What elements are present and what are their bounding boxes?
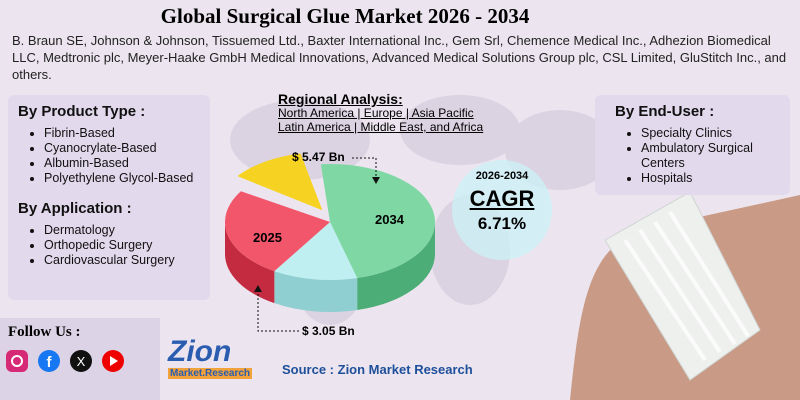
heading: By End-User : xyxy=(615,103,715,120)
wrist xyxy=(570,191,800,400)
svg-text:f: f xyxy=(47,354,53,371)
pie-slice xyxy=(237,153,323,211)
value-label: $ 3.05 Bn xyxy=(302,324,355,338)
list-item: Dermatology xyxy=(44,223,210,238)
list: Specialty ClinicsAmbulatory Surgical Cen… xyxy=(615,126,791,186)
list-item: Polyethylene Glycol-Based xyxy=(44,171,210,186)
list-item: Ambulatory Surgical Centers xyxy=(641,141,791,171)
value-label: $ 5.47 Bn xyxy=(292,150,345,164)
list-item: Hospitals xyxy=(641,171,791,186)
cagr: 2026-2034 CAGR 6.71% xyxy=(452,170,552,234)
list-item: Cardiovascular Surgery xyxy=(44,253,210,268)
pie-slice xyxy=(320,163,436,279)
pie-slice xyxy=(357,222,435,311)
cagr-label: CAGR xyxy=(469,186,535,211)
segment-panel: By Product Type : Fibrin-BasedCyanocrylat… xyxy=(8,95,210,300)
source: Source : Zion Market Research xyxy=(282,362,473,377)
list-item: Cyanocrylate-Based xyxy=(44,141,210,156)
pie-label: 2025 xyxy=(253,230,282,245)
heading: By Product Type : xyxy=(18,103,146,120)
list-item: Albumin-Based xyxy=(44,156,210,171)
cagr-value: 6.71% xyxy=(477,214,527,233)
arrow xyxy=(257,290,300,332)
pie-slice xyxy=(274,222,358,280)
svg-text:X: X xyxy=(77,354,86,369)
arrow xyxy=(352,157,377,180)
region-line: Latin America | Middle East, and Africa xyxy=(278,120,484,134)
logo: Zion xyxy=(168,335,232,368)
list-item: Fibrin-Based xyxy=(44,126,210,141)
heading: By Application : xyxy=(18,200,132,217)
social-icons: f X xyxy=(6,350,124,372)
logo-sub: Market.Research xyxy=(168,368,253,379)
title: Global Surgical Glue Market 2026 - 2034 xyxy=(160,4,530,28)
pie-slice xyxy=(225,222,275,304)
list: Fibrin-BasedCyanocrylate-BasedAlbumin-Ba… xyxy=(18,126,210,186)
cagr-period: 2026-2034 xyxy=(475,170,529,182)
regional: Regional Analysis: North America | Europ… xyxy=(278,92,483,134)
pie-label: 2034 xyxy=(375,212,404,227)
list: DermatologyOrthopedic SurgeryCardiovascu… xyxy=(18,223,210,268)
heading: Regional Analysis: xyxy=(278,91,403,107)
cagr-glow xyxy=(452,160,552,260)
region-line: North America | Europe | Asia Pacific xyxy=(278,106,474,120)
pie-slice xyxy=(274,271,358,312)
list-item: Specialty Clinics xyxy=(641,126,791,141)
follow: Follow Us : xyxy=(8,324,81,340)
pie-slice xyxy=(225,191,330,272)
pie-graphic xyxy=(225,153,436,312)
companies: B. Braun SE, Johnson & Johnson, Tissueme… xyxy=(12,33,787,82)
list-item: Orthopedic Surgery xyxy=(44,238,210,253)
end-user-panel: By End-User : Specialty ClinicsAmbulatory… xyxy=(595,95,790,195)
